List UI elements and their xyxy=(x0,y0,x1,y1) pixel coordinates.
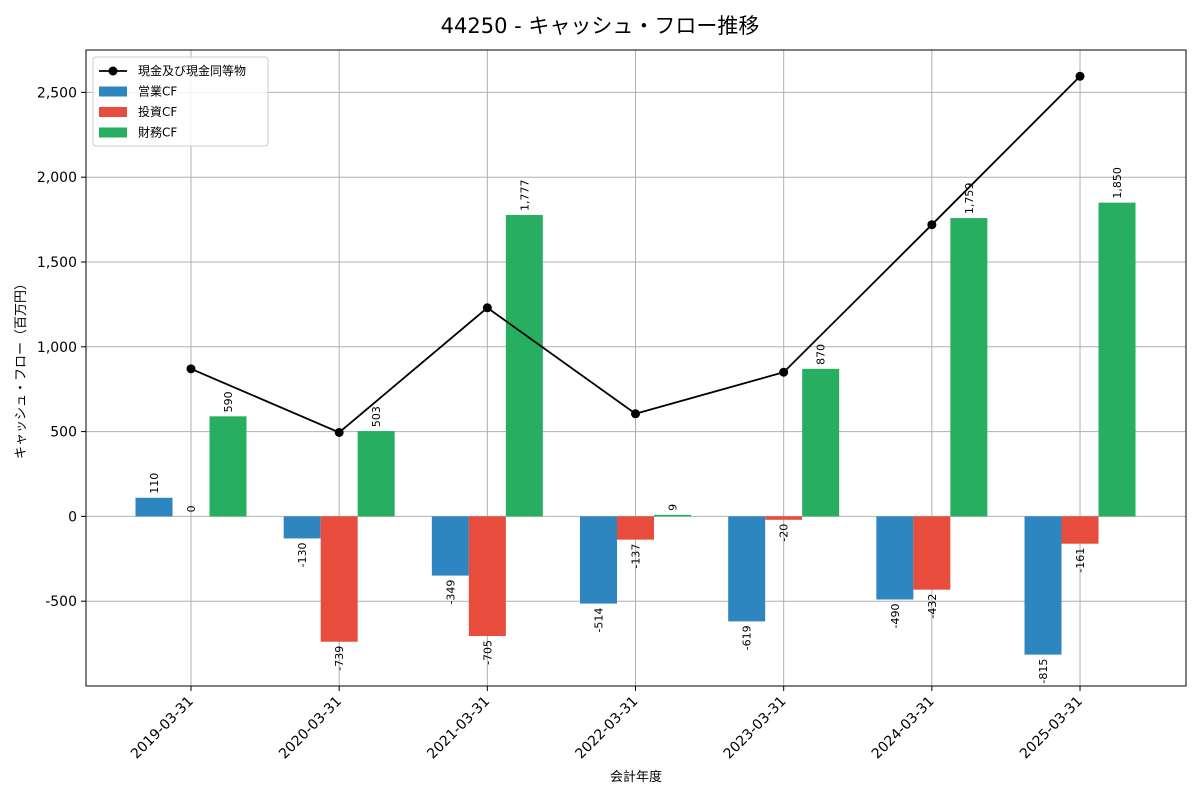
x-axis-label: 会計年度 xyxy=(610,769,662,785)
legend-label: 財務CF xyxy=(138,125,177,140)
bar-label: -739 xyxy=(333,646,346,671)
legend-bar-swatch xyxy=(99,86,127,97)
line-point-2019-03-31 xyxy=(186,364,196,374)
bar-投資CF-2024-03-31 xyxy=(913,516,951,590)
bar-label: 1,777 xyxy=(518,180,531,212)
bar-label: 9 xyxy=(667,504,680,511)
bar-営業CF-2024-03-31 xyxy=(876,516,914,600)
bar-投資CF-2021-03-31 xyxy=(468,516,506,636)
bar-label: 110 xyxy=(148,473,161,494)
y-tick-label: 500 xyxy=(50,425,77,441)
bar-label: 1,759 xyxy=(963,183,976,215)
bar-投資CF-2025-03-31 xyxy=(1061,516,1099,544)
bar-label: -161 xyxy=(1074,548,1087,573)
line-point-2023-03-31 xyxy=(779,367,789,377)
y-tick-label: -500 xyxy=(45,594,77,610)
bar-営業CF-2019-03-31 xyxy=(135,497,173,517)
y-tick-label: 2,000 xyxy=(37,170,77,186)
bar-財務CF-2022-03-31 xyxy=(654,514,692,517)
bar-財務CF-2021-03-31 xyxy=(505,215,543,517)
line-point-2025-03-31 xyxy=(1075,71,1085,81)
bar-営業CF-2022-03-31 xyxy=(580,516,618,604)
bar-label: -349 xyxy=(444,580,457,605)
bar-財務CF-2025-03-31 xyxy=(1098,202,1136,517)
bar-営業CF-2023-03-31 xyxy=(728,516,766,622)
line-point-2021-03-31 xyxy=(482,303,492,313)
legend-bar-swatch xyxy=(99,107,127,117)
bar-財務CF-2024-03-31 xyxy=(950,218,988,517)
line-point-2024-03-31 xyxy=(927,220,937,230)
bar-投資CF-2022-03-31 xyxy=(617,516,655,540)
bar-label: -432 xyxy=(926,594,939,619)
y-tick-label: 2,500 xyxy=(37,85,77,101)
bar-label: 0 xyxy=(185,505,198,512)
legend-line-marker xyxy=(108,66,118,76)
bar-label: -130 xyxy=(296,542,309,567)
legend-label: 現金及び現金同等物 xyxy=(138,63,246,78)
bar-label: 1,850 xyxy=(1111,167,1124,199)
bar-label: -514 xyxy=(593,608,606,633)
bar-財務CF-2023-03-31 xyxy=(802,368,840,517)
legend-label: 投資CF xyxy=(138,104,177,119)
legend-label: 営業CF xyxy=(138,85,177,99)
bar-label: 590 xyxy=(222,391,235,412)
y-tick-label: 0 xyxy=(68,509,77,525)
bar-label: -619 xyxy=(741,625,754,650)
line-point-2020-03-31 xyxy=(334,427,344,437)
y-tick-label: 1,000 xyxy=(37,340,77,356)
bar-label: 503 xyxy=(370,406,383,427)
cash-line xyxy=(186,71,1085,437)
bar-投資CF-2020-03-31 xyxy=(320,516,358,642)
bar-label: 870 xyxy=(815,344,828,365)
line-point-2022-03-31 xyxy=(631,409,641,419)
bars xyxy=(135,202,1136,655)
legend-box xyxy=(92,56,269,147)
y-tick-label: 1,500 xyxy=(37,255,77,271)
chart-title: 44250 - キャッシュ・フロー推移 xyxy=(441,14,760,38)
bar-営業CF-2025-03-31 xyxy=(1024,516,1062,655)
bar-labels: 110 -130 -349 -514 -619 -490 -815 0 -739 -705 -137… xyxy=(148,167,1124,683)
bar-財務CF-2020-03-31 xyxy=(357,431,395,517)
bar-label: -20 xyxy=(778,524,791,542)
bar-営業CF-2020-03-31 xyxy=(283,516,321,539)
bar-label: -815 xyxy=(1037,659,1050,684)
bar-label: -137 xyxy=(630,544,643,569)
bar-財務CF-2019-03-31 xyxy=(209,416,247,517)
y-axis-label: キャッシュ・フロー（百万円） xyxy=(14,277,29,459)
bar-営業CF-2021-03-31 xyxy=(431,516,469,576)
bar-投資CF-2023-03-31 xyxy=(765,516,803,520)
bar-label: -490 xyxy=(889,604,902,629)
bar-label: -705 xyxy=(481,640,494,665)
legend-bar-swatch xyxy=(99,127,127,138)
